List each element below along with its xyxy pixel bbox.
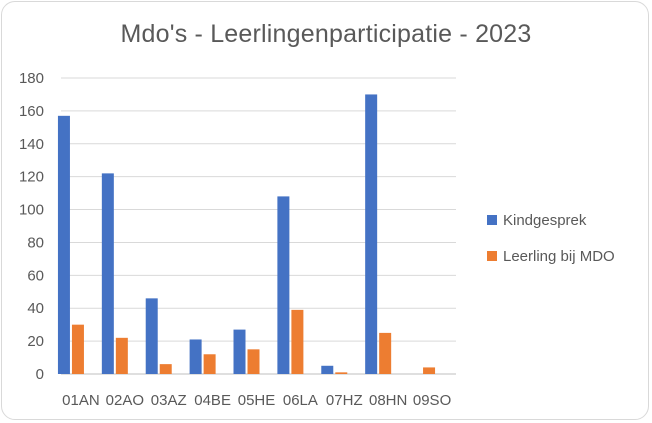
legend-label: Kindgesprek — [503, 212, 587, 229]
y-tick-label: 0 — [36, 366, 44, 383]
y-tick-label: 20 — [27, 333, 44, 350]
y-tick-label: 160 — [19, 103, 44, 120]
x-axis-ticks: 01AN 02AO 03AZ 04BE 05HE 06LA 07HZ 08HN 09SO — [62, 392, 451, 409]
y-tick-label: 180 — [19, 70, 44, 87]
legend-label: Leerling bij MDO — [503, 248, 615, 265]
bar-leerling-bij-mdo-01an — [71, 324, 84, 374]
gridlines — [61, 77, 456, 375]
bar-kindgesprek-02ao — [101, 173, 114, 374]
bars — [57, 94, 436, 375]
y-tick-label: 100 — [19, 202, 44, 219]
legend-swatch — [487, 251, 497, 261]
x-tick-label: 06LA — [283, 392, 318, 409]
bar-leerling-bij-mdo-08hn — [379, 332, 392, 374]
bar-kindgesprek-08hn — [365, 94, 378, 374]
bar-leerling-bij-mdo-04be — [203, 354, 216, 374]
bar-leerling-bij-mdo-05he — [247, 349, 260, 374]
x-tick-label: 09SO — [413, 392, 451, 409]
chart-title: Mdo's - Leerlingenparticipatie - 2023 — [120, 20, 532, 48]
x-tick-label: 04BE — [194, 392, 231, 409]
x-tick-label: 05HE — [238, 392, 276, 409]
bar-leerling-bij-mdo-06la — [291, 309, 304, 374]
y-tick-label: 80 — [27, 234, 44, 251]
bar-leerling-bij-mdo-03az — [159, 364, 172, 374]
x-tick-label: 02AO — [106, 392, 144, 409]
y-tick-label: 40 — [27, 300, 44, 317]
y-tick-label: 140 — [19, 136, 44, 153]
bar-leerling-bij-mdo-02ao — [115, 337, 128, 374]
legend-swatch — [487, 215, 497, 225]
bar-kindgesprek-01an — [57, 115, 70, 375]
bar-kindgesprek-06la — [277, 196, 290, 374]
bar-leerling-bij-mdo-07hz — [335, 372, 348, 374]
x-tick-label: 07HZ — [326, 392, 363, 409]
x-tick-label: 01AN — [62, 392, 100, 409]
legend: Kindgesprek Leerling bij MDO — [487, 212, 615, 265]
x-tick-label: 03AZ — [151, 392, 187, 409]
bar-leerling-bij-mdo-09so — [423, 367, 436, 374]
bar-kindgesprek-04be — [189, 339, 202, 374]
y-axis-ticks: 0 20 40 60 80 100 120 140 160 180 — [19, 70, 44, 383]
bar-kindgesprek-05he — [233, 329, 246, 374]
y-tick-label: 60 — [27, 267, 44, 284]
bar-kindgesprek-07hz — [321, 365, 334, 374]
bar-kindgesprek-03az — [145, 298, 158, 374]
x-tick-label: 08HN — [369, 392, 407, 409]
y-tick-label: 120 — [19, 169, 44, 186]
